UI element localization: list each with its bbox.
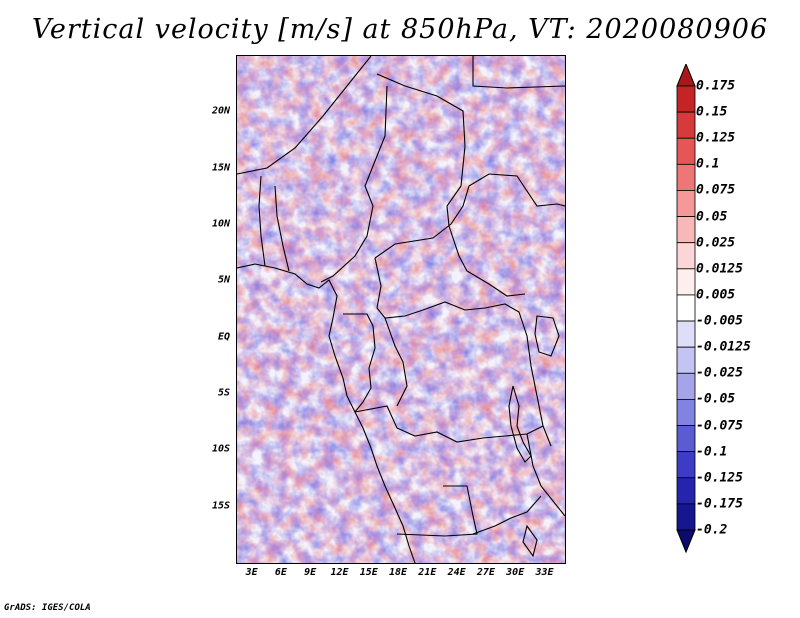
country-borders	[237, 56, 565, 563]
longitude-tick-label: 21E	[418, 567, 437, 578]
colorbar-top-arrow	[676, 64, 696, 87]
border-line	[374, 257, 552, 447]
colorbar-tick-label: 0.1	[696, 156, 720, 172]
colorbar-segment	[676, 294, 696, 322]
colorbar-segment	[676, 242, 696, 270]
colorbar-tick-label: 0.15	[696, 104, 728, 120]
latitude-tick-label: 15S	[211, 500, 230, 512]
colorbar-bottom-arrow	[676, 529, 696, 554]
colorbar-tick-label: 0.0125	[696, 261, 743, 277]
colorbar	[676, 64, 696, 554]
colorbar-tick-label: 0.175	[696, 78, 736, 94]
latitude-tick-label: 5S	[217, 387, 230, 399]
longitude-tick-label: 6E	[274, 567, 287, 578]
longitude-tick-label: 24E	[447, 567, 466, 578]
colorbar-tick-label: 0.125	[696, 130, 736, 146]
border-line	[237, 56, 372, 175]
latitude-tick-label: 15N	[211, 162, 230, 174]
border-line	[374, 173, 565, 259]
colorbar-tick-label: -0.05	[696, 391, 736, 407]
latitude-tick-label: 10S	[211, 443, 230, 455]
map-title: Vertical velocity [m/s] at 850hPa, VT: 2…	[31, 14, 769, 45]
longitude-tick-label: 3E	[245, 567, 258, 578]
latitude-tick-label: 5N	[217, 274, 230, 286]
colorbar-tick-label: 0.025	[696, 235, 736, 251]
colorbar-tick-label: -0.2	[696, 522, 728, 538]
colorbar-segment	[676, 85, 696, 113]
border-line	[472, 495, 542, 535]
colorbar-segment	[676, 477, 696, 505]
colorbar-segment	[676, 320, 696, 348]
colorbar-tick-label: -0.125	[696, 470, 743, 486]
longitude-tick-label: 30E	[506, 567, 525, 578]
colorbar-tick-label: 0.075	[696, 182, 736, 198]
colorbar-segment	[676, 399, 696, 426]
colorbar-segment	[676, 503, 696, 531]
lake-outline	[534, 315, 560, 357]
border-line	[354, 405, 544, 443]
colorbar-segment	[676, 372, 696, 400]
longitude-tick-label: 27E	[476, 567, 495, 578]
colorbar-segment	[676, 451, 696, 479]
border-line	[384, 317, 408, 407]
border-line	[320, 85, 388, 283]
colorbar-segment	[676, 346, 696, 374]
coastline	[237, 263, 416, 563]
longitude-tick-label: 12E	[330, 567, 349, 578]
border-line	[376, 73, 526, 297]
colorbar-segment	[676, 190, 696, 217]
longitude-tick-label: 33E	[535, 567, 554, 578]
colorbar-segment	[676, 425, 696, 453]
colorbar-tick-label: 0.05	[696, 209, 728, 225]
colorbar-tick-label: -0.025	[696, 365, 743, 381]
colorbar-tick-label: 0.005	[696, 287, 736, 303]
border-line	[258, 175, 266, 267]
border-line	[472, 56, 565, 89]
colorbar-segment	[676, 268, 696, 296]
border-line	[274, 185, 290, 272]
latitude-tick-label: 10N	[211, 218, 230, 230]
colorbar-tick-label: -0.005	[696, 313, 743, 329]
colorbar-segment	[676, 111, 696, 139]
lake-outline	[522, 524, 538, 558]
latitude-tick-label: 20N	[211, 105, 230, 117]
colorbar-tick-label: -0.0125	[696, 339, 751, 355]
longitude-tick-label: 15E	[359, 567, 378, 578]
longitude-tick-label: 9E	[304, 567, 317, 578]
grads-credit: GrADS: IGES/COLA	[4, 603, 91, 613]
lake-outline	[508, 385, 532, 463]
colorbar-segment	[676, 163, 696, 191]
border-line	[343, 313, 376, 413]
colorbar-tick-label: -0.1	[696, 444, 728, 460]
colorbar-tick-label: -0.075	[696, 418, 743, 434]
latitude-tick-label: EQ	[217, 331, 230, 343]
border-line	[396, 485, 478, 537]
longitude-tick-label: 18E	[389, 567, 408, 578]
colorbar-segment	[676, 216, 696, 244]
colorbar-segment	[676, 137, 696, 165]
vertical-velocity-field	[237, 56, 565, 563]
map-panel	[236, 55, 566, 564]
field-texture	[237, 56, 565, 563]
colorbar-tick-label: -0.175	[696, 496, 743, 512]
